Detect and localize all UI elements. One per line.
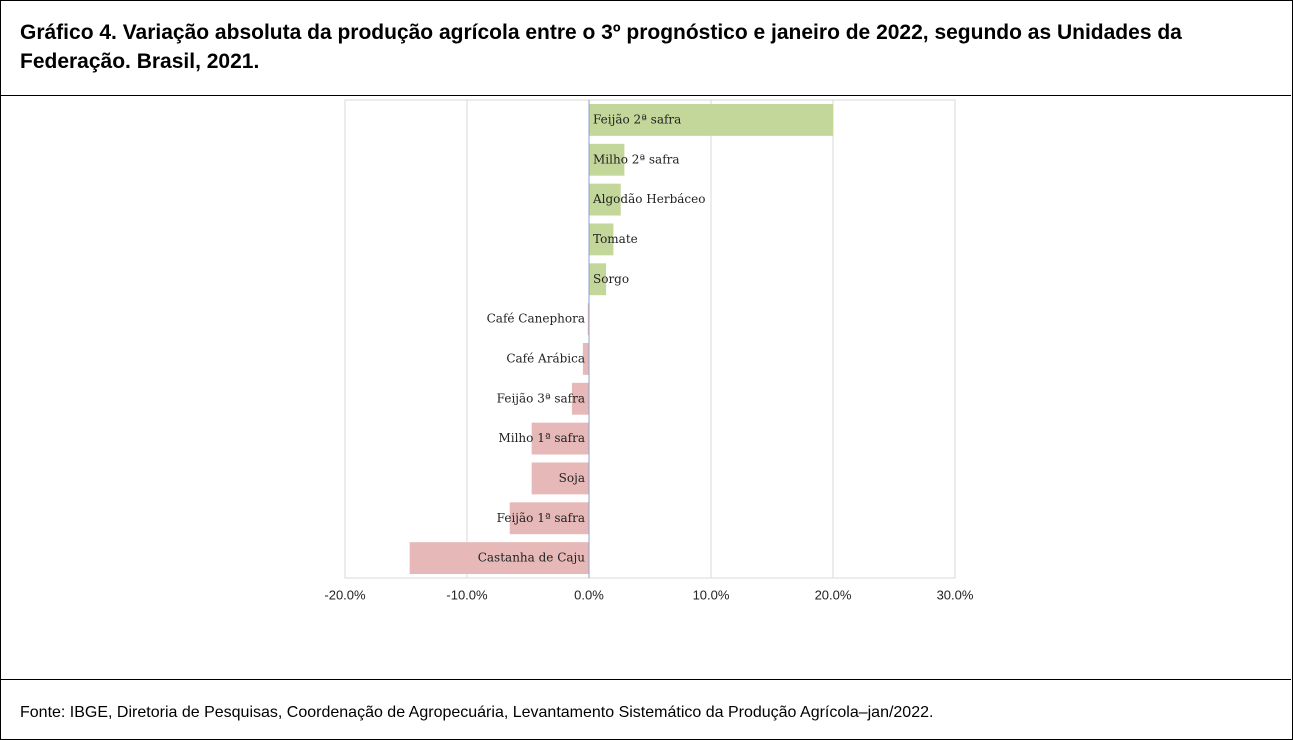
category-label: Milho 2ª safra xyxy=(593,152,680,166)
category-label: Milho 1ª safra xyxy=(498,431,585,445)
bar xyxy=(531,422,589,455)
separator xyxy=(0,95,1291,96)
x-tick-label: 0.0% xyxy=(574,587,604,602)
category-label: Tomate xyxy=(593,232,638,246)
category-label: Feijão 3ª safra xyxy=(497,391,585,405)
bar xyxy=(589,143,625,176)
source-note: Fonte: IBGE, Diretoria de Pesquisas, Coo… xyxy=(20,704,934,721)
bar xyxy=(571,382,589,415)
x-tick-label: 30.0% xyxy=(937,587,974,602)
bar xyxy=(409,542,589,575)
category-label: Feijão 1ª safra xyxy=(497,511,585,525)
bar xyxy=(582,342,589,375)
category-label: Algodão Herbáceo xyxy=(592,192,705,206)
x-tick-label: 20.0% xyxy=(815,587,852,602)
category-label: Castanha de Caju xyxy=(478,551,586,565)
category-label: Feijão 2ª safra xyxy=(593,112,681,126)
category-label: Soja xyxy=(559,471,585,485)
plot-area xyxy=(344,99,956,579)
bar xyxy=(589,263,607,296)
bar xyxy=(589,183,621,216)
category-label: Sorgo xyxy=(593,272,629,286)
bar xyxy=(589,103,833,136)
x-tick-label: -10.0% xyxy=(446,587,488,602)
separator xyxy=(0,679,1291,680)
bar xyxy=(531,462,589,495)
bar xyxy=(589,223,614,256)
bar xyxy=(587,303,589,336)
category-label: Café Arábica xyxy=(506,351,585,365)
chart-title: Gráfico 4. Variação absoluta da produção… xyxy=(20,21,1182,73)
x-tick-label: -20.0% xyxy=(324,587,366,602)
bar xyxy=(509,502,589,535)
chart: -20.0% -10.0% 0.0% 10.0% 20.0% 30.0% Feijão 2ª… xyxy=(324,99,974,602)
x-tick-label: 10.0% xyxy=(693,587,730,602)
category-label: Café Canephora xyxy=(487,312,585,326)
